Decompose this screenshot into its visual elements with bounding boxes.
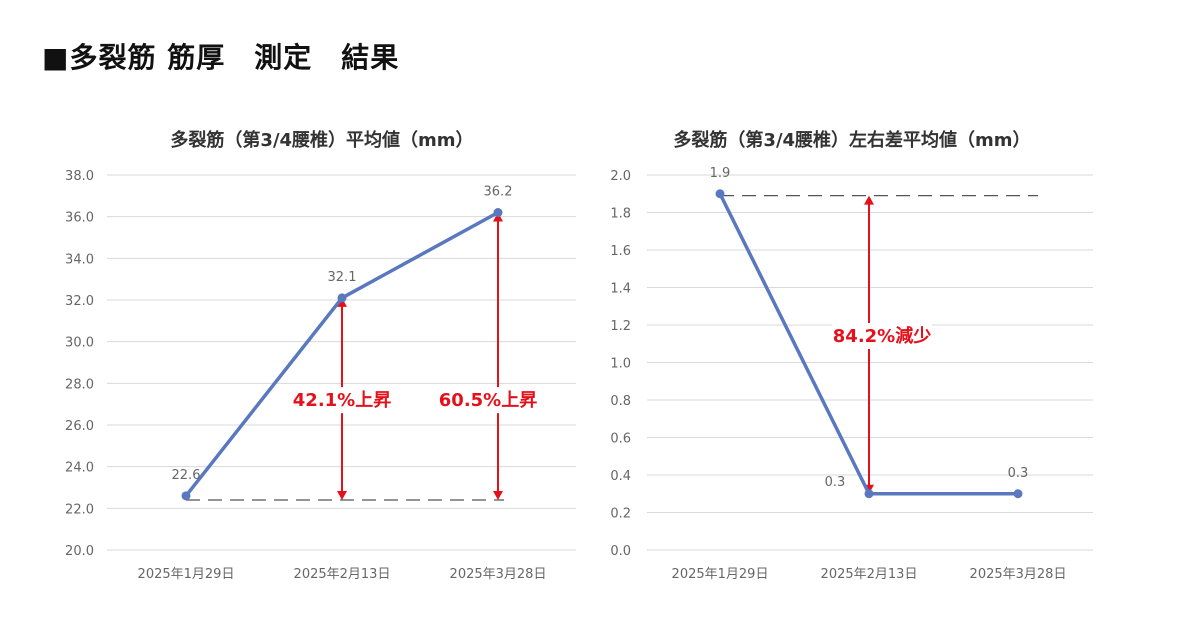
y-tick-label: 26.0: [65, 419, 94, 434]
data-label: 0.3: [825, 475, 846, 490]
x-tick-label: 2025年1月29日: [138, 567, 235, 582]
chart-title: 多裂筋（第3/4腰椎）左右差平均値（mm）: [673, 129, 1030, 151]
y-tick-label: 0.6: [610, 432, 631, 447]
y-tick-label: 34.0: [65, 252, 94, 267]
data-label: 22.6: [172, 468, 201, 483]
data-label: 32.1: [328, 270, 357, 285]
y-tick-label: 32.0: [65, 294, 94, 309]
annotation-label: 84.2%減少: [833, 325, 931, 347]
series-line: [718, 192, 1018, 496]
y-tick-label: 30.0: [65, 336, 94, 351]
x-tick-label: 2025年2月13日: [821, 567, 918, 582]
annotation-label: 60.5%上昇: [439, 390, 537, 411]
y-tick-label: 1.6: [610, 244, 631, 259]
y-tick-label: 36.0: [65, 211, 94, 226]
y-tick-label: 0.0: [610, 544, 631, 559]
annotation-label: 42.1%上昇: [293, 390, 391, 411]
data-label: 36.2: [484, 185, 513, 200]
chart-title: 多裂筋（第3/4腰椎）平均値（mm）: [170, 129, 473, 151]
x-tick-label: 2025年2月13日: [294, 567, 391, 582]
y-tick-label: 1.8: [610, 207, 631, 222]
page-title: ■多裂筋 筋厚 測定 結果: [42, 41, 400, 74]
annotation-arrow-head-down: [864, 484, 874, 494]
y-tick-label: 1.4: [610, 282, 631, 297]
data-point: [1013, 489, 1023, 499]
data-label: 0.3: [1008, 466, 1029, 481]
x-tick-label: 2025年3月28日: [970, 567, 1067, 582]
annotation-label-background: [292, 387, 392, 414]
annotation-arrow-head-down: [493, 491, 503, 500]
y-tick-label: 24.0: [65, 461, 94, 476]
data-point: [864, 489, 874, 499]
y-tick-label: 22.0: [65, 502, 94, 517]
y-tick-label: 1.2: [610, 319, 631, 334]
data-point: [181, 491, 191, 501]
y-tick-label: 0.8: [610, 394, 631, 409]
y-tick-label: 2.0: [610, 169, 631, 184]
data-point: [493, 208, 503, 217]
x-tick-label: 2025年1月29日: [672, 567, 769, 582]
y-tick-label: 28.0: [65, 377, 94, 392]
y-tick-label: 1.0: [610, 357, 631, 372]
y-tick-label: 20.0: [65, 544, 94, 559]
annotation-arrow-head-up: [864, 195, 874, 205]
chart-thickness-average: 多裂筋（第3/4腰椎）平均値（mm） 20.0 22.0 24.0 26.0 28.0 30…: [65, 129, 576, 582]
annotation-arrow-head-down: [337, 491, 347, 500]
y-tick-label: 0.4: [610, 469, 631, 484]
y-tick-label: 38.0: [65, 169, 94, 184]
data-label: 1.9: [710, 166, 731, 181]
annotation-label-background: [438, 387, 538, 414]
annotation-label-background: [832, 323, 932, 349]
x-tick-label: 2025年3月28日: [450, 567, 547, 582]
data-point: [715, 189, 725, 199]
y-tick-label: 0.2: [610, 507, 631, 522]
data-point: [337, 293, 347, 303]
